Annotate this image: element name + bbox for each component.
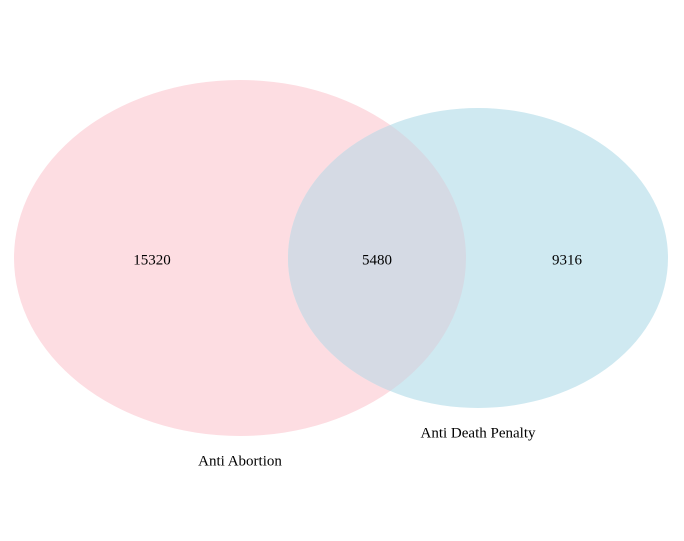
intersection-count: 5480 — [362, 252, 392, 269]
b-only-count: 9316 — [552, 252, 582, 269]
intersection-region — [288, 108, 466, 408]
set-b-label: Anti Death Penalty — [420, 425, 536, 442]
a-only-count: 15320 — [133, 252, 171, 269]
set-a-label: Anti Abortion — [198, 453, 282, 470]
